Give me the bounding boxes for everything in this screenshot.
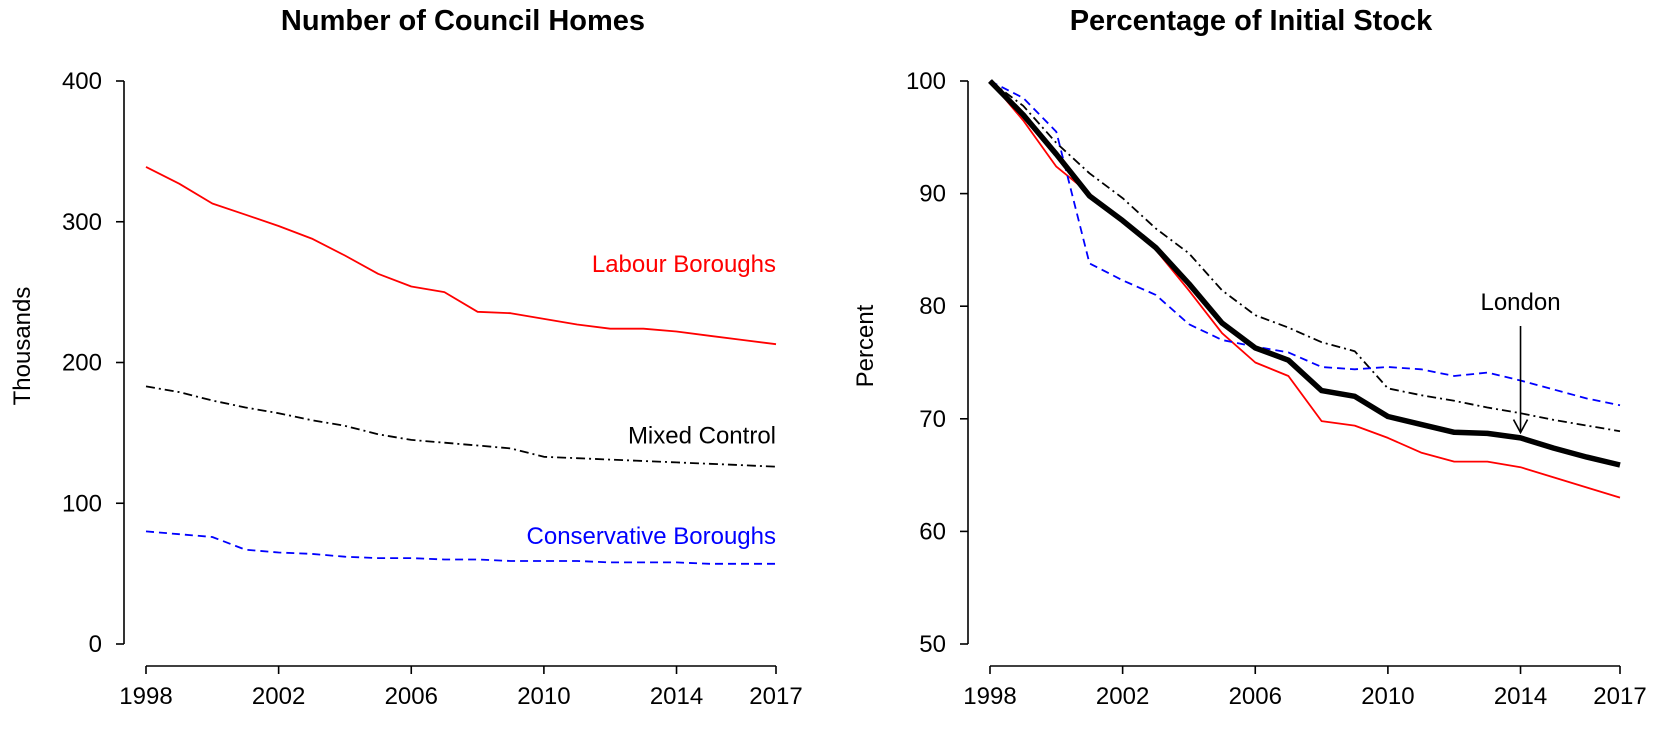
y-axis-label: Percent [852,304,879,387]
x-tick-label: 2002 [252,683,305,710]
y-tick-label: 70 [919,406,946,433]
series-lines [988,79,1621,499]
x-tick-label: 2006 [1229,683,1282,710]
x-tick-label: 2014 [650,683,703,710]
x-tick-label: 1998 [963,683,1016,710]
series-label-mixed-control: Mixed Control [628,423,776,450]
series-labels: Labour Boroughs Mixed Control Conservative… [527,251,776,550]
series-label-labour-boroughs: Labour Boroughs [592,251,776,278]
x-tick-label: 1998 [119,683,172,710]
chart-percentage-initial-stock: Percentage of Initial Stock Percent 50 60… [852,5,1647,710]
y-tick-label: 90 [919,181,946,208]
series-line-conservative-boroughs [989,80,1621,407]
y-tick-label: 60 [919,518,946,545]
series-line-mixed-control [989,80,1621,433]
y-tick-label: 80 [919,293,946,320]
chart-council-homes: Number of Council Homes Thousands 0 100 20… [9,5,803,710]
annotation-arrow-head [1512,419,1529,435]
annotation-label: London [1480,289,1560,316]
y-tick-label: 300 [62,209,102,236]
y-tick-label: 200 [62,350,102,377]
y-tick-label: 50 [919,631,946,658]
series-labels: London [1480,289,1561,435]
y-tick-label: 100 [906,68,946,95]
series-label-conservative-boroughs: Conservative Boroughs [527,523,776,550]
x-tick-label: 2010 [1361,683,1414,710]
x-tick-label: 2006 [385,683,438,710]
chart-title: Number of Council Homes [281,5,645,37]
chart-title: Percentage of Initial Stock [1070,5,1433,37]
series-line-london [988,79,1621,468]
y-tick-label: 400 [62,68,102,95]
x-tick-label: 2002 [1096,683,1149,710]
series-lines [145,166,777,565]
x-tick-label: 2017 [749,683,802,710]
x-tick-label: 2010 [517,683,570,710]
y-axis-label: Thousands [9,287,36,406]
series-line-conservative-boroughs [145,530,776,565]
y-tick-label: 0 [89,631,102,658]
axis-ticks: 0 100 200 300 400 1998 2002 2006 2010 2014 2017 [62,68,803,710]
y-tick-label: 100 [62,490,102,517]
axis-ticks: 50 60 70 80 90 100 1998 2002 2006 2010 2014 2017 [906,68,1647,710]
series-line-labour-boroughs [145,166,777,346]
x-tick-label: 2014 [1494,683,1547,710]
x-tick-label: 2017 [1593,683,1646,710]
